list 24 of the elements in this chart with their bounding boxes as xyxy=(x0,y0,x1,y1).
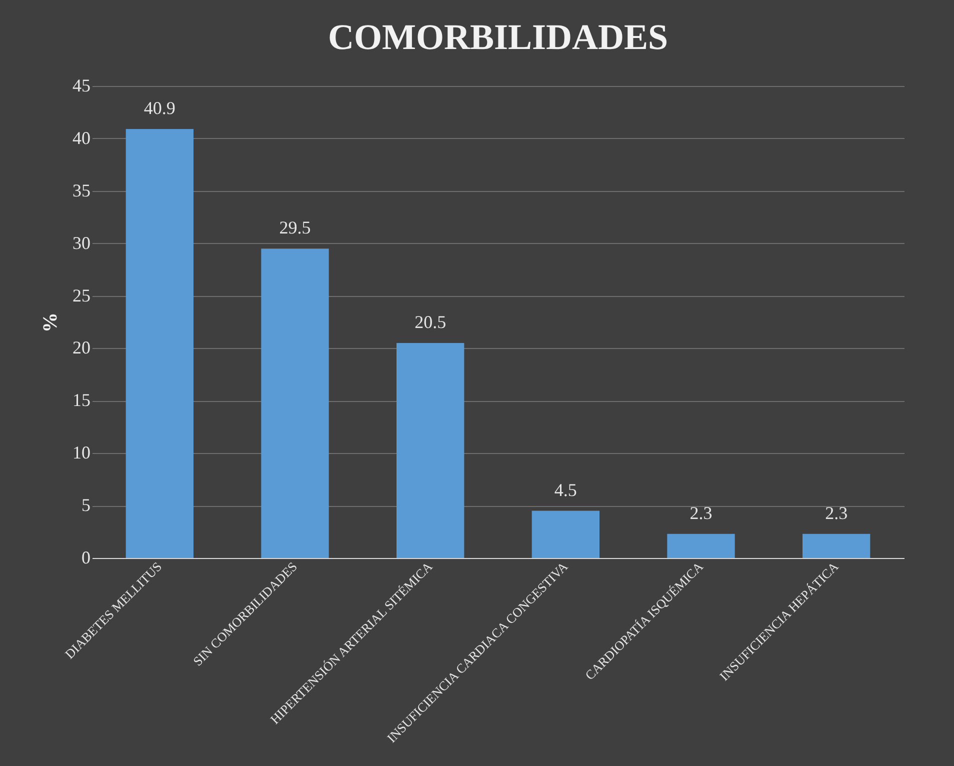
bar xyxy=(261,248,329,558)
y-tick-label: 5 xyxy=(82,495,90,516)
y-tick-label: 0 xyxy=(82,548,90,568)
y-axis-title: % xyxy=(40,312,62,332)
data-label: 40.9 xyxy=(144,98,176,118)
bar xyxy=(802,534,870,558)
data-label: 2.3 xyxy=(825,502,848,523)
data-label: 2.3 xyxy=(690,502,712,523)
bar xyxy=(126,129,194,558)
data-label: 20.5 xyxy=(414,312,446,332)
bar xyxy=(396,342,464,558)
y-tick-label: 30 xyxy=(72,232,90,253)
y-tick-label: 15 xyxy=(72,390,90,410)
bar xyxy=(532,510,600,558)
y-tick-label: 35 xyxy=(72,180,90,200)
y-tick-label: 25 xyxy=(72,285,90,306)
y-tick-label: 20 xyxy=(72,338,90,358)
y-tick-label: 10 xyxy=(72,442,90,463)
bar xyxy=(667,534,735,558)
data-label: 4.5 xyxy=(554,480,577,500)
data-label: 29.5 xyxy=(279,218,311,238)
chart-title: COMORBILIDADES xyxy=(328,17,668,57)
y-tick-label: 40 xyxy=(72,128,90,148)
y-tick-label: 45 xyxy=(72,76,90,96)
